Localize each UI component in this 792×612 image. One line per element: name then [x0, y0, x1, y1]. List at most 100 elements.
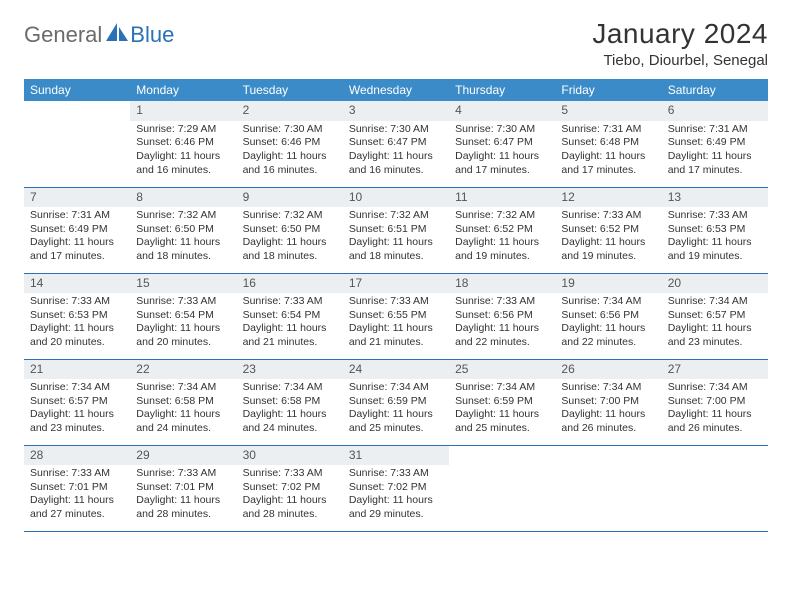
sunset-line: Sunset: 6:56 PM	[561, 309, 655, 323]
sunrise-line: Sunrise: 7:33 AM	[136, 295, 230, 309]
daylight-line: Daylight: 11 hours and 16 minutes.	[349, 150, 443, 177]
sunrise-line: Sunrise: 7:30 AM	[243, 123, 337, 137]
day-body: Sunrise: 7:33 AMSunset: 6:53 PMDaylight:…	[24, 293, 130, 354]
day-number: 23	[237, 360, 343, 380]
day-body: Sunrise: 7:34 AMSunset: 6:59 PMDaylight:…	[343, 379, 449, 440]
sunrise-line: Sunrise: 7:33 AM	[349, 467, 443, 481]
sunrise-line: Sunrise: 7:32 AM	[349, 209, 443, 223]
day-cell: 7Sunrise: 7:31 AMSunset: 6:49 PMDaylight…	[24, 187, 130, 273]
sunset-line: Sunset: 6:49 PM	[30, 223, 124, 237]
sunrise-line: Sunrise: 7:31 AM	[561, 123, 655, 137]
day-cell: 12Sunrise: 7:33 AMSunset: 6:52 PMDayligh…	[555, 187, 661, 273]
sunrise-line: Sunrise: 7:30 AM	[349, 123, 443, 137]
day-cell: 27Sunrise: 7:34 AMSunset: 7:00 PMDayligh…	[662, 359, 768, 445]
sunrise-line: Sunrise: 7:31 AM	[668, 123, 762, 137]
day-number: 2	[237, 101, 343, 121]
sunset-line: Sunset: 6:50 PM	[243, 223, 337, 237]
sunset-line: Sunset: 6:57 PM	[30, 395, 124, 409]
logo-sail-icon	[106, 23, 128, 48]
day-body: Sunrise: 7:33 AMSunset: 6:52 PMDaylight:…	[555, 207, 661, 268]
daylight-line: Daylight: 11 hours and 18 minutes.	[136, 236, 230, 263]
day-body: Sunrise: 7:33 AMSunset: 6:54 PMDaylight:…	[237, 293, 343, 354]
sunset-line: Sunset: 6:48 PM	[561, 136, 655, 150]
sunset-line: Sunset: 6:59 PM	[349, 395, 443, 409]
day-cell: 22Sunrise: 7:34 AMSunset: 6:58 PMDayligh…	[130, 359, 236, 445]
day-number: 18	[449, 274, 555, 294]
day-body: Sunrise: 7:31 AMSunset: 6:49 PMDaylight:…	[662, 121, 768, 182]
day-body: Sunrise: 7:33 AMSunset: 6:55 PMDaylight:…	[343, 293, 449, 354]
sunrise-line: Sunrise: 7:34 AM	[349, 381, 443, 395]
day-body: Sunrise: 7:32 AMSunset: 6:50 PMDaylight:…	[237, 207, 343, 268]
day-body: Sunrise: 7:31 AMSunset: 6:48 PMDaylight:…	[555, 121, 661, 182]
day-body: Sunrise: 7:34 AMSunset: 6:57 PMDaylight:…	[662, 293, 768, 354]
day-cell: 29Sunrise: 7:33 AMSunset: 7:01 PMDayligh…	[130, 445, 236, 531]
day-body: Sunrise: 7:33 AMSunset: 7:01 PMDaylight:…	[24, 465, 130, 526]
day-cell: 31Sunrise: 7:33 AMSunset: 7:02 PMDayligh…	[343, 445, 449, 531]
day-header: Monday	[130, 79, 236, 101]
sunrise-line: Sunrise: 7:29 AM	[136, 123, 230, 137]
sunset-line: Sunset: 6:51 PM	[349, 223, 443, 237]
day-cell: 26Sunrise: 7:34 AMSunset: 7:00 PMDayligh…	[555, 359, 661, 445]
daylight-line: Daylight: 11 hours and 16 minutes.	[136, 150, 230, 177]
sunrise-line: Sunrise: 7:33 AM	[349, 295, 443, 309]
day-body: Sunrise: 7:34 AMSunset: 6:56 PMDaylight:…	[555, 293, 661, 354]
day-cell: 13Sunrise: 7:33 AMSunset: 6:53 PMDayligh…	[662, 187, 768, 273]
day-number: 11	[449, 188, 555, 208]
day-cell: 6Sunrise: 7:31 AMSunset: 6:49 PMDaylight…	[662, 101, 768, 187]
day-number: 20	[662, 274, 768, 294]
day-number: 22	[130, 360, 236, 380]
sunset-line: Sunset: 6:46 PM	[136, 136, 230, 150]
day-number: 6	[662, 101, 768, 121]
daylight-line: Daylight: 11 hours and 19 minutes.	[668, 236, 762, 263]
day-cell	[662, 445, 768, 531]
sunrise-line: Sunrise: 7:32 AM	[136, 209, 230, 223]
day-number: 27	[662, 360, 768, 380]
day-number: 24	[343, 360, 449, 380]
day-header: Friday	[555, 79, 661, 101]
day-body: Sunrise: 7:30 AMSunset: 6:46 PMDaylight:…	[237, 121, 343, 182]
daylight-line: Daylight: 11 hours and 17 minutes.	[668, 150, 762, 177]
day-cell: 4Sunrise: 7:30 AMSunset: 6:47 PMDaylight…	[449, 101, 555, 187]
daylight-line: Daylight: 11 hours and 19 minutes.	[561, 236, 655, 263]
day-cell: 16Sunrise: 7:33 AMSunset: 6:54 PMDayligh…	[237, 273, 343, 359]
daylight-line: Daylight: 11 hours and 26 minutes.	[561, 408, 655, 435]
day-cell: 20Sunrise: 7:34 AMSunset: 6:57 PMDayligh…	[662, 273, 768, 359]
calendar-header-row: SundayMondayTuesdayWednesdayThursdayFrid…	[24, 79, 768, 101]
table-row: 28Sunrise: 7:33 AMSunset: 7:01 PMDayligh…	[24, 445, 768, 531]
sunset-line: Sunset: 6:47 PM	[455, 136, 549, 150]
day-number: 16	[237, 274, 343, 294]
sunrise-line: Sunrise: 7:33 AM	[455, 295, 549, 309]
day-cell: 9Sunrise: 7:32 AMSunset: 6:50 PMDaylight…	[237, 187, 343, 273]
day-number: 9	[237, 188, 343, 208]
day-number: 14	[24, 274, 130, 294]
day-body: Sunrise: 7:33 AMSunset: 7:02 PMDaylight:…	[343, 465, 449, 526]
logo-text-blue: Blue	[130, 22, 174, 48]
day-cell: 23Sunrise: 7:34 AMSunset: 6:58 PMDayligh…	[237, 359, 343, 445]
sunset-line: Sunset: 6:57 PM	[668, 309, 762, 323]
day-number: 15	[130, 274, 236, 294]
location: Tiebo, Diourbel, Senegal	[592, 52, 768, 69]
daylight-line: Daylight: 11 hours and 26 minutes.	[668, 408, 762, 435]
day-number: 1	[130, 101, 236, 121]
sunset-line: Sunset: 7:01 PM	[30, 481, 124, 495]
daylight-line: Daylight: 11 hours and 25 minutes.	[455, 408, 549, 435]
day-cell: 3Sunrise: 7:30 AMSunset: 6:47 PMDaylight…	[343, 101, 449, 187]
sunset-line: Sunset: 7:01 PM	[136, 481, 230, 495]
day-number: 7	[24, 188, 130, 208]
calendar-body: 1Sunrise: 7:29 AMSunset: 6:46 PMDaylight…	[24, 101, 768, 531]
sunrise-line: Sunrise: 7:33 AM	[561, 209, 655, 223]
daylight-line: Daylight: 11 hours and 22 minutes.	[561, 322, 655, 349]
logo: General Blue	[24, 18, 174, 48]
logo-text-general: General	[24, 22, 102, 48]
day-body: Sunrise: 7:33 AMSunset: 6:56 PMDaylight:…	[449, 293, 555, 354]
day-number: 12	[555, 188, 661, 208]
header: General Blue January 2024 Tiebo, Diourbe…	[24, 18, 768, 69]
daylight-line: Daylight: 11 hours and 17 minutes.	[561, 150, 655, 177]
daylight-line: Daylight: 11 hours and 21 minutes.	[243, 322, 337, 349]
calendar-table: SundayMondayTuesdayWednesdayThursdayFrid…	[24, 79, 768, 532]
day-header: Sunday	[24, 79, 130, 101]
sunrise-line: Sunrise: 7:30 AM	[455, 123, 549, 137]
table-row: 21Sunrise: 7:34 AMSunset: 6:57 PMDayligh…	[24, 359, 768, 445]
day-number: 5	[555, 101, 661, 121]
daylight-line: Daylight: 11 hours and 18 minutes.	[349, 236, 443, 263]
